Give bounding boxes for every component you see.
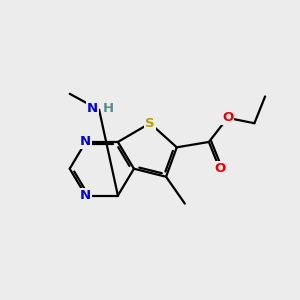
Text: O: O xyxy=(222,111,233,124)
Text: O: O xyxy=(214,162,225,175)
Text: N: N xyxy=(80,136,91,148)
Text: S: S xyxy=(145,117,155,130)
Text: N: N xyxy=(87,102,98,115)
Text: N: N xyxy=(80,189,91,202)
Text: H: H xyxy=(103,102,114,115)
